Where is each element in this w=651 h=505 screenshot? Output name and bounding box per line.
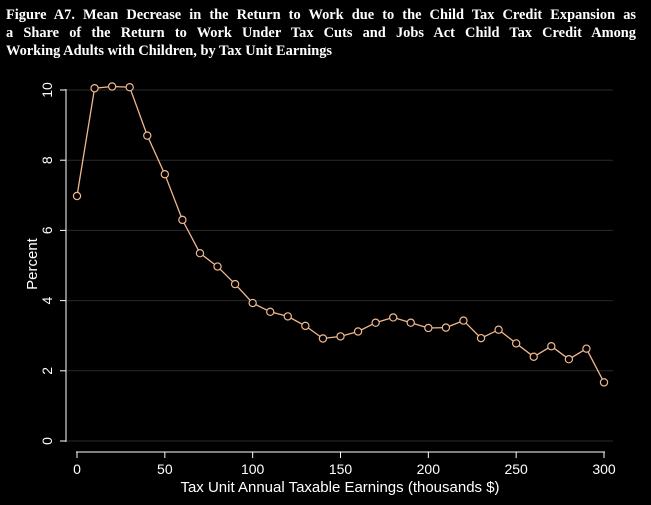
data-point xyxy=(90,84,99,93)
y-tick-label: 8 xyxy=(39,156,55,164)
data-point xyxy=(283,312,292,321)
data-point xyxy=(318,334,328,343)
data-point xyxy=(353,327,363,336)
data-point xyxy=(107,82,117,91)
y-tick-label: 4 xyxy=(39,296,55,304)
y-tick-label: 6 xyxy=(39,226,55,234)
y-axis-title: Percent xyxy=(24,237,41,290)
data-point xyxy=(476,333,486,343)
data-point xyxy=(230,279,240,289)
y-tick-label: 2 xyxy=(39,367,55,375)
data-point xyxy=(125,82,134,92)
data-point xyxy=(547,342,556,351)
data-point xyxy=(301,321,310,331)
figure-title-line-1: Figure A7. Mean Decrease in the Return t… xyxy=(6,7,636,23)
data-point xyxy=(511,339,521,348)
data-series xyxy=(72,82,609,387)
data-point xyxy=(582,344,591,353)
data-point xyxy=(160,170,170,179)
y-tick-label: 0 xyxy=(39,437,55,445)
data-point xyxy=(441,323,451,332)
x-tick-label: 50 xyxy=(157,461,173,477)
data-point xyxy=(195,249,205,258)
data-point xyxy=(564,355,574,364)
x-tick-label: 300 xyxy=(592,461,616,477)
data-point xyxy=(248,298,257,308)
data-point xyxy=(213,262,222,271)
data-point xyxy=(389,313,398,322)
x-tick-label: 150 xyxy=(329,461,353,477)
data-point xyxy=(143,131,152,140)
x-tick-label: 100 xyxy=(241,461,265,477)
figure-title-line-3: Working Adults with Children, by Tax Uni… xyxy=(6,43,333,59)
y-tick-label: 10 xyxy=(39,82,55,98)
x-tick-label: 250 xyxy=(504,461,528,477)
data-point xyxy=(599,378,609,387)
x-axis-title: Tax Unit Annual Taxable Earnings (thousa… xyxy=(180,479,499,496)
data-point xyxy=(494,325,503,334)
data-point xyxy=(266,307,275,317)
data-point xyxy=(371,318,380,327)
data-point xyxy=(336,332,345,341)
data-point xyxy=(459,316,468,325)
figure-title: Figure A7. Mean Decrease in the Return t… xyxy=(6,6,636,60)
figure-title-line-2: a Share of the Return to Work Under Tax … xyxy=(6,25,636,41)
data-point xyxy=(424,323,433,333)
grid xyxy=(67,89,613,442)
data-point xyxy=(406,318,415,327)
x-tick-label: 200 xyxy=(417,461,441,477)
x-tick-label: 0 xyxy=(73,461,81,477)
data-point xyxy=(72,191,82,201)
data-point xyxy=(529,352,538,361)
data-point xyxy=(178,215,187,225)
